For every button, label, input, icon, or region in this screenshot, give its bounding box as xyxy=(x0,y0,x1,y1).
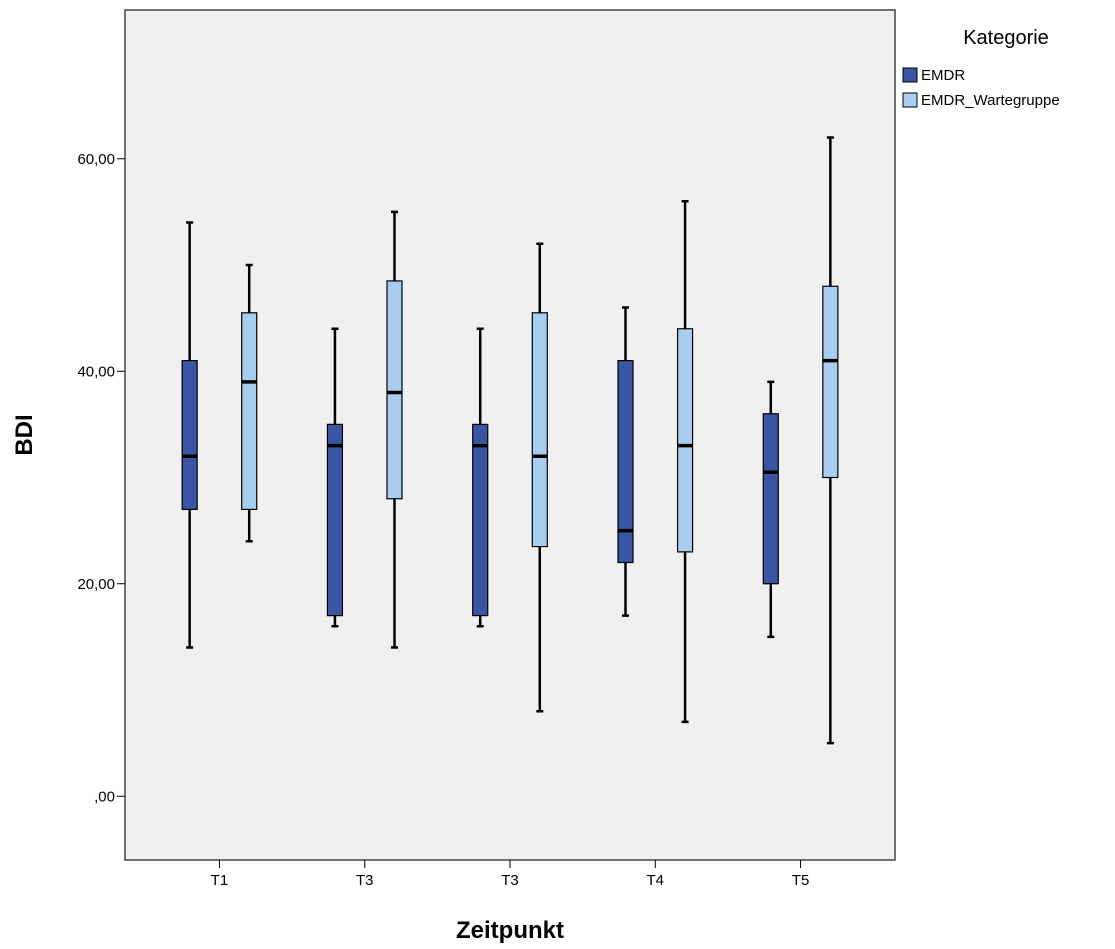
x-axis-title: Zeitpunkt xyxy=(456,917,564,944)
legend-title: Kategorie xyxy=(963,27,1049,49)
box-emdr-wartegruppe-4 xyxy=(822,136,839,745)
y-axis-title: BDI xyxy=(11,414,38,455)
x-tick-label-0: T1 xyxy=(211,872,229,889)
y-axis: ,00 20,00 40,00 60,00 xyxy=(77,151,125,805)
box-emdr-1 xyxy=(326,327,344,628)
x-axis: T1 T3 T3 T4 T5 xyxy=(211,860,810,889)
y-tick-label-1: 20,00 xyxy=(77,576,115,593)
box-body xyxy=(822,285,839,479)
box-emdr-wartegruppe-1 xyxy=(386,210,403,649)
box-emdr-3 xyxy=(617,306,634,617)
legend-swatch-emdr xyxy=(902,67,918,83)
plot-area xyxy=(124,9,896,861)
box-emdr-0 xyxy=(181,221,198,649)
box-body xyxy=(472,423,489,617)
boxes-group xyxy=(181,136,839,745)
box-emdr-4 xyxy=(762,380,779,639)
box-emdr-wartegruppe-2 xyxy=(531,242,548,713)
y-tick-label-3: 60,00 xyxy=(77,151,115,168)
box-body xyxy=(762,413,779,585)
box-emdr-wartegruppe-3 xyxy=(676,200,694,724)
x-tick-label-1: T3 xyxy=(356,872,374,889)
y-tick-label-2: 40,00 xyxy=(77,363,115,380)
box-emdr-wartegruppe-0 xyxy=(241,263,258,543)
box-emdr-2 xyxy=(472,327,489,628)
legend-label-emdr: EMDR xyxy=(921,67,965,84)
legend-swatch-emdr-wartegruppe xyxy=(902,92,918,108)
y-tick-label-0: ,00 xyxy=(94,788,115,805)
legend: Kategorie EMDR EMDR_Wartegruppe xyxy=(902,27,1060,109)
box-body xyxy=(241,312,258,510)
x-tick-label-3: T4 xyxy=(647,872,665,889)
legend-label-emdr-wartegruppe: EMDR_Wartegruppe xyxy=(921,92,1060,109)
box-body xyxy=(617,360,634,564)
box-body xyxy=(676,328,694,553)
box-body xyxy=(386,280,403,500)
box-body xyxy=(531,312,548,548)
box-body xyxy=(326,423,344,617)
x-tick-label-4: T5 xyxy=(792,872,810,889)
x-tick-label-2: T3 xyxy=(501,872,519,889)
box-body xyxy=(181,360,198,510)
